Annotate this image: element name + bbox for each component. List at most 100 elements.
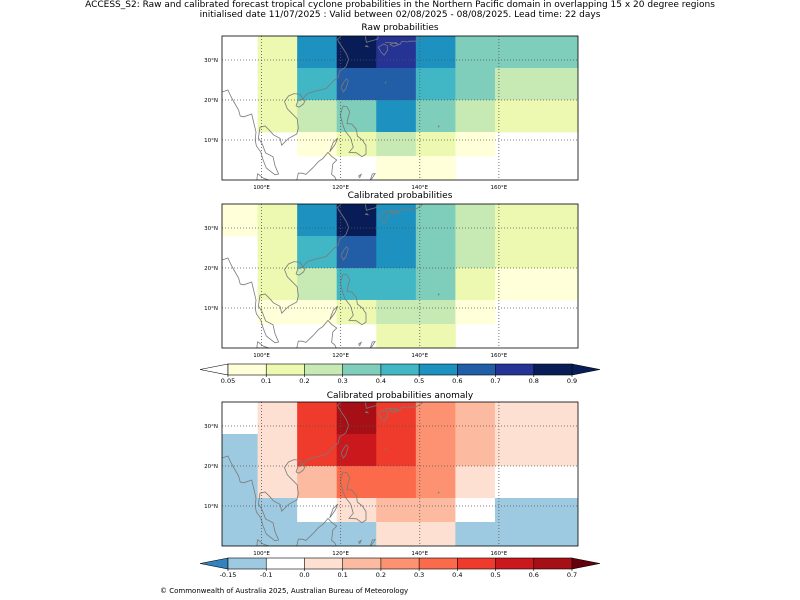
coastline (295, 267, 306, 276)
region-cell (376, 434, 417, 467)
panel-title-raw: Raw probabilities (361, 23, 439, 33)
region-cell (257, 466, 298, 499)
region-cell (415, 402, 456, 435)
region-cell (257, 236, 298, 269)
map-panel-anomaly: 100°E 120°E 140°E 160°E 30°N 20°N 10°N (204, 401, 579, 557)
region-cell (257, 36, 298, 69)
coastline (340, 246, 349, 261)
coastline (329, 137, 339, 153)
colorbar-tick-label: -0.15 (220, 571, 237, 579)
lon-tick-label: 160°E (491, 353, 508, 359)
coastline (296, 319, 338, 348)
region-cell (336, 268, 417, 301)
colorbar-tick-label: 0.7 (490, 377, 500, 385)
colorbar-segment (342, 364, 382, 375)
colorbar-segment (266, 364, 305, 375)
lon-tick-label: 140°E (411, 353, 428, 359)
coastline (296, 151, 338, 180)
coastline (365, 45, 370, 48)
region-cell (455, 434, 496, 467)
region-cell (494, 522, 578, 546)
region-cell (336, 466, 417, 499)
panel-title-calibrated: Calibrated probabilities (347, 191, 453, 201)
region-cell (297, 434, 338, 467)
colorbar-segment (228, 364, 267, 375)
coastline (329, 305, 339, 321)
region-cell (297, 132, 338, 157)
coastlines (222, 36, 440, 180)
region-cell (376, 236, 417, 269)
region-cell (455, 68, 496, 101)
coastline (364, 36, 380, 43)
coastline (369, 539, 376, 546)
lon-tick-label: 120°E (332, 353, 349, 359)
coastline (389, 209, 400, 215)
region-cell (415, 434, 456, 467)
coastline (364, 402, 380, 409)
coastline (256, 341, 269, 348)
coastline (358, 173, 363, 179)
colorbar-tick-label: 0.1 (337, 571, 347, 579)
colorbar-over-extension (571, 557, 601, 570)
region-cell (297, 268, 338, 301)
region-cell (257, 402, 298, 435)
colorbar-frame (227, 557, 573, 570)
region-cell (222, 498, 298, 523)
region-cell (455, 402, 496, 435)
coastline (365, 213, 370, 216)
region-cell (336, 100, 377, 133)
lat-tick-label: 30°N (204, 424, 218, 430)
coastline (389, 407, 400, 413)
region-cell (376, 100, 417, 133)
coastline (222, 402, 350, 542)
colorbar-tick-label: 0.0 (299, 571, 309, 579)
region-cell (376, 300, 456, 325)
coastline (340, 444, 349, 459)
region-cell (494, 204, 578, 237)
region-cell (297, 204, 338, 237)
region-cell (494, 36, 578, 69)
coastline (358, 539, 363, 545)
region-cell (257, 434, 298, 467)
coastline (377, 43, 389, 56)
region-cell (222, 204, 258, 237)
coastlines (222, 402, 440, 546)
colorbar-probability: 0.05 0.1 0.2 0.3 0.4 0.5 0.6 0.7 0.8 0.9 (199, 363, 601, 385)
region-cell (376, 522, 456, 546)
map-frame (221, 203, 579, 349)
probability-cells (222, 204, 578, 348)
colorbar-tick-label: 0.3 (414, 571, 424, 579)
coastline (369, 173, 376, 180)
region-cell (494, 402, 578, 435)
coastline (377, 409, 389, 422)
colorbar-over-extension (571, 363, 601, 376)
coastline (339, 273, 367, 326)
region-cell (297, 236, 338, 269)
coastline (256, 173, 269, 180)
lat-tick-label: 10°N (204, 306, 218, 312)
lat-tick-label: 20°N (204, 266, 218, 272)
region-cell (376, 498, 456, 523)
coastline (384, 249, 387, 252)
coastline (329, 503, 339, 519)
colorbar-segment (495, 364, 535, 375)
region-cell (415, 100, 456, 133)
coastline (384, 81, 387, 84)
colorbar-segment (533, 364, 573, 375)
region-cell (257, 100, 298, 133)
lat-tick-label: 10°N (204, 138, 218, 144)
region-cell (297, 402, 338, 435)
region-cell (494, 434, 578, 467)
region-cell (336, 434, 377, 467)
region-cell (257, 268, 298, 301)
region-cell (494, 268, 578, 301)
region-cell (336, 300, 377, 325)
lon-tick-label: 100°E (253, 551, 270, 557)
coastline (339, 471, 367, 524)
coastline (339, 105, 367, 158)
colorbar-tick-label: 0.8 (529, 377, 539, 385)
coastline (256, 539, 269, 546)
colorbar-tick-label: 0.6 (529, 571, 539, 579)
figure-title-line1: ACCESS_S2: Raw and calibrated forecast t… (85, 0, 715, 10)
